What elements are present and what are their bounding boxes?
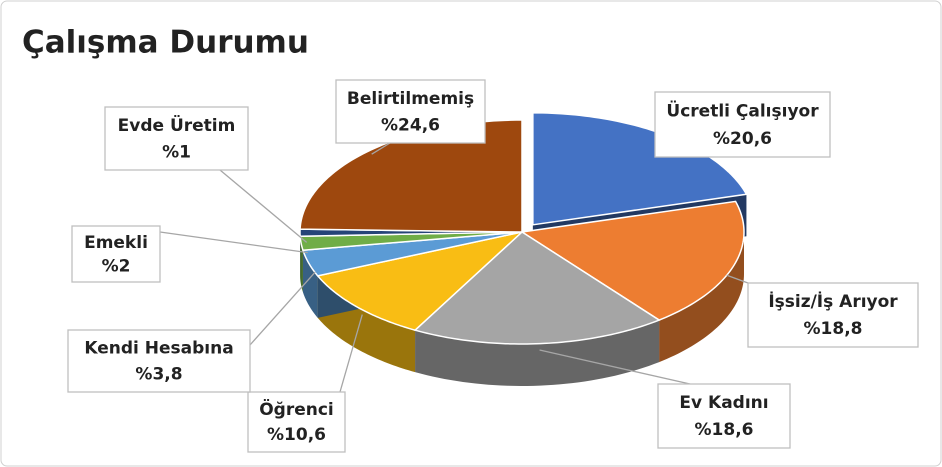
- slice: [316, 230, 525, 331]
- label-box: [67, 329, 251, 393]
- label-value: %24,6: [381, 115, 440, 135]
- label-value: %18,8: [804, 319, 863, 339]
- slice: [413, 231, 661, 345]
- label-name: Ücretli Çalışıyor: [666, 100, 819, 122]
- leader-line: [371, 142, 391, 155]
- label-box: [247, 391, 346, 453]
- label-value: %20,6: [713, 129, 772, 149]
- label-name: Evde Üretim: [118, 114, 236, 136]
- leader-line: [219, 169, 308, 243]
- label-box: [657, 383, 791, 449]
- label-name: Belirtilmemiş: [347, 89, 474, 109]
- label-value: %1: [162, 142, 191, 162]
- leader-line: [249, 271, 316, 346]
- label-value: %10,6: [267, 425, 326, 445]
- label-name: Öğrenci: [259, 398, 334, 420]
- leader-line: [539, 349, 691, 385]
- leader-line: [726, 274, 749, 284]
- label-name: Kendi Hesabına: [84, 339, 233, 359]
- label-value: %18,6: [695, 420, 754, 440]
- label-box: [335, 79, 486, 144]
- label-value: %3,8: [135, 365, 182, 385]
- slice: [519, 200, 745, 321]
- leader-line: [339, 314, 363, 393]
- label-name: Ev Kadını: [679, 393, 768, 413]
- slice-side: [659, 232, 744, 363]
- chart-title: Çalışma Durumu: [22, 25, 309, 61]
- label-value: %2: [102, 256, 131, 276]
- slice-side: [415, 320, 660, 386]
- slice: [299, 231, 523, 252]
- slice: [299, 228, 523, 237]
- label-name: Emekli: [84, 233, 148, 253]
- label-box: [104, 106, 249, 171]
- leader-line: [159, 231, 308, 254]
- label-box: [71, 225, 161, 283]
- label-box: [654, 91, 831, 158]
- label-box: [747, 282, 919, 348]
- slice-side: [302, 250, 318, 318]
- label-name: İşsiz/İş Arıyor: [768, 290, 898, 312]
- labels: Ücretli Çalışıyor %20,6 İşsiz/İş Arıyor %18…: [67, 79, 919, 453]
